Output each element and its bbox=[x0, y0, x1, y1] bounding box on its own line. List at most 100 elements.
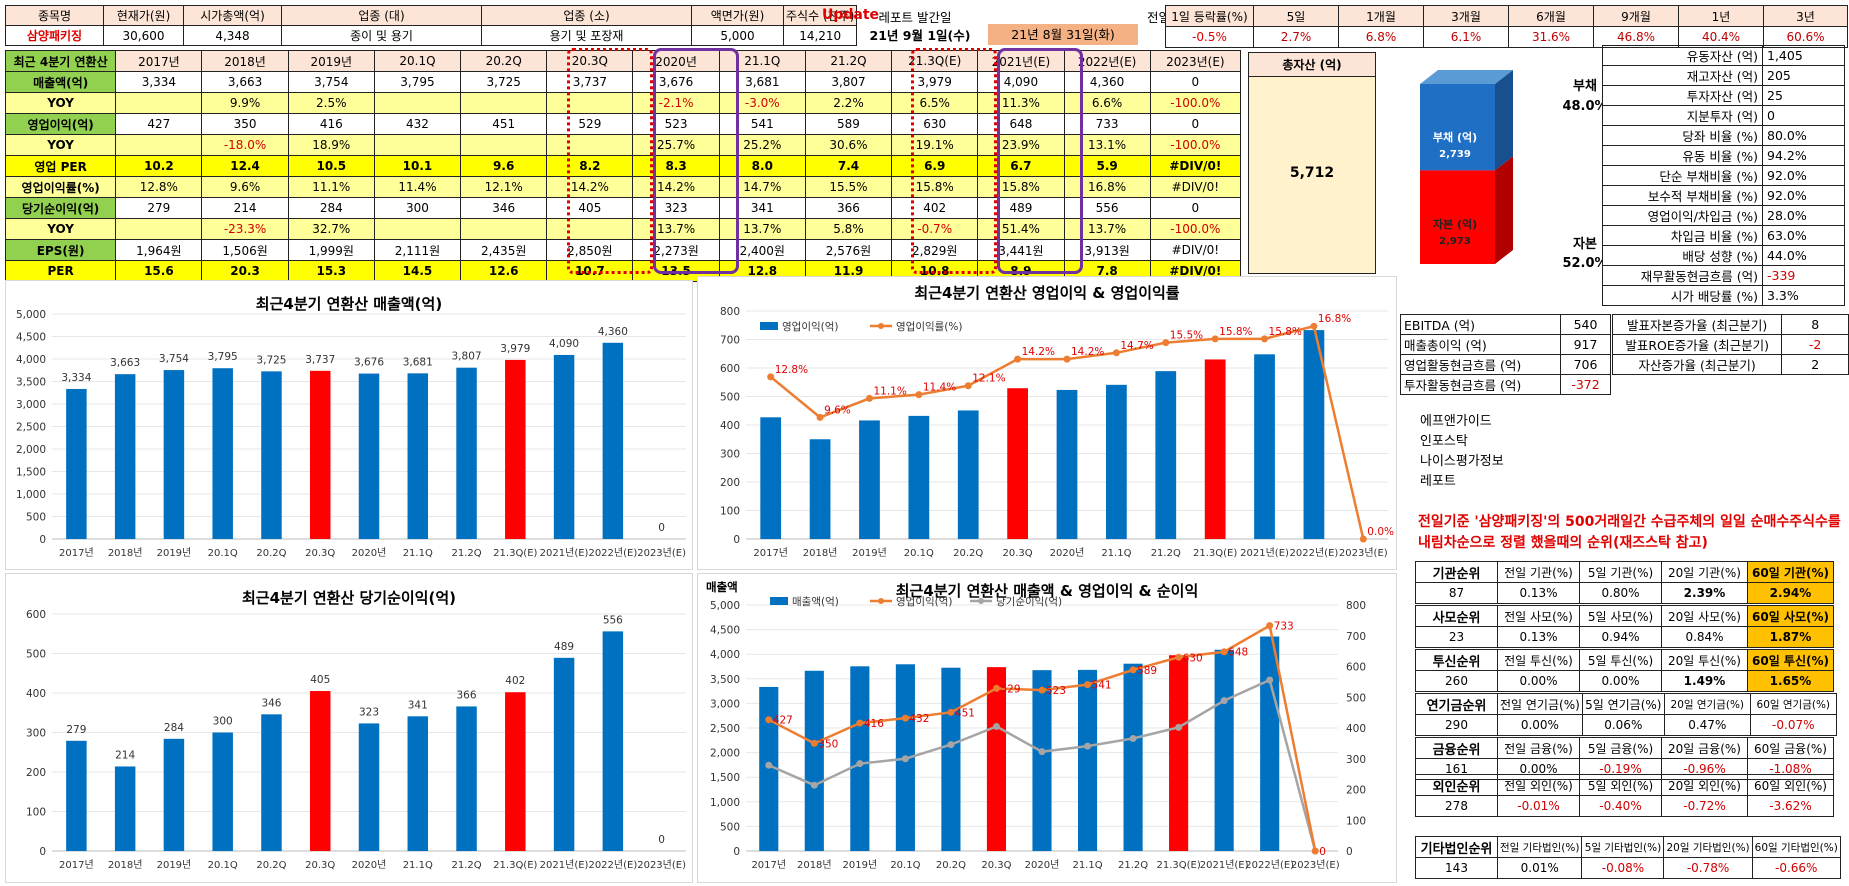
x-tick-label: 2019년 bbox=[843, 859, 878, 871]
return-header-cell: 1년 bbox=[1678, 5, 1764, 27]
revenue-chart: 최근4분기 연환산 매출액(억) 0 500 1,000 1,500 2,000 2,50… bbox=[5, 280, 693, 570]
return-header-cell: 5일 bbox=[1253, 5, 1339, 27]
perf-cell: 15.3 bbox=[287, 260, 375, 282]
bar bbox=[212, 368, 233, 539]
y-tick-label: 2,500 bbox=[16, 422, 46, 434]
data-label: 346 bbox=[261, 697, 281, 709]
op-margin-label: 12.8% bbox=[775, 364, 808, 376]
cashflow-row-label: 매출총이익 (억) bbox=[1400, 334, 1561, 355]
bar bbox=[908, 415, 930, 539]
header-cell: 업종 (소) bbox=[481, 5, 692, 26]
net-income-point bbox=[1129, 734, 1137, 742]
perf-cell bbox=[460, 134, 548, 156]
cashflow-row-label: EBITDA (억) bbox=[1400, 314, 1561, 335]
perf-row-label: 영업이익률(%) bbox=[4, 176, 117, 198]
perf-cell: 416 bbox=[287, 113, 375, 135]
ratio-row-label: 투자자산 (억) bbox=[1602, 85, 1763, 106]
ratio-row: 단순 부채비율 (%) 92.0% bbox=[1602, 165, 1845, 186]
op-income-point bbox=[1084, 681, 1092, 689]
debt-side-label: 부채 bbox=[1573, 79, 1597, 94]
stock-info-table: 종목명 현재가(원) 시가총액(억) 업종 (대) 업종 (소) 액면가(원) 주식수 (천… bbox=[5, 5, 858, 46]
y2-tick-label: 0 bbox=[1346, 846, 1353, 858]
rank-pct: 0.00% bbox=[1497, 670, 1580, 692]
rank-value: 290 bbox=[1415, 714, 1498, 736]
net-income-point bbox=[810, 781, 818, 789]
perf-header-cell: 20.1Q bbox=[373, 50, 462, 72]
perf-row-label: EPS(원) bbox=[4, 239, 117, 261]
perf-cell: 589 bbox=[804, 113, 893, 135]
legend-label: 당기순이익(억) bbox=[996, 596, 1062, 608]
ratio-row: 보수적 부채비율 (%) 92.0% bbox=[1602, 185, 1845, 206]
data-label: 402 bbox=[505, 675, 525, 687]
perf-cell: 9.6 bbox=[460, 155, 548, 177]
op-income-label: 589 bbox=[1137, 665, 1157, 677]
perf-cell: 279 bbox=[115, 197, 203, 219]
perf-cell: 16.8% bbox=[1063, 176, 1151, 198]
ratio-row: 배당 성향 (%) 44.0% bbox=[1602, 245, 1845, 266]
ratio-row-value: 63.0% bbox=[1762, 225, 1845, 246]
x-tick-label: 20.2Q bbox=[936, 860, 966, 871]
perf-header-cell: 2018년 bbox=[201, 50, 289, 72]
ratio-row-label: 차입금 비율 (%) bbox=[1602, 225, 1763, 246]
x-tick-label: 2017년 bbox=[59, 859, 94, 871]
growth-row: 발표ROE증가율 (최근분기) -2 bbox=[1611, 334, 1849, 355]
rank-label: 사모순위 bbox=[1415, 605, 1498, 627]
data-label: 0 bbox=[658, 522, 665, 534]
ratio-row-value: 80.0% bbox=[1762, 125, 1845, 146]
bar bbox=[986, 667, 1007, 851]
net-income-point bbox=[856, 760, 864, 768]
y2-tick-label: 700 bbox=[1346, 631, 1366, 643]
rank-head: 5일 투신(%) bbox=[1579, 649, 1662, 671]
y-tick-label: 0 bbox=[733, 846, 740, 858]
rank-label: 투신순위 bbox=[1415, 649, 1498, 671]
op-income-label: 427 bbox=[773, 715, 793, 727]
op-income-chart: 최근4분기 연환산 영업이익 & 영업이익률 0 100 200 300 400 500 6… bbox=[697, 276, 1397, 570]
ratio-row: 차입금 비율 (%) 63.0% bbox=[1602, 225, 1845, 246]
data-label: 405 bbox=[310, 674, 330, 686]
value-cell: 5,000 bbox=[691, 25, 784, 46]
x-tick-label: 21.3Q(E) bbox=[1156, 860, 1200, 871]
op-income-point bbox=[901, 714, 909, 722]
bar bbox=[1204, 359, 1226, 539]
op-margin-point bbox=[1112, 349, 1120, 357]
debt-block-value: 2,739 bbox=[1439, 149, 1471, 160]
y-tick-label: 300 bbox=[720, 449, 740, 461]
x-tick-label: 21.3Q(E) bbox=[1193, 548, 1237, 559]
y-tick-label: 4,000 bbox=[710, 649, 740, 661]
perf-cell: 2,435원 bbox=[460, 239, 548, 261]
perf-cell: 2,111원 bbox=[373, 239, 462, 261]
op-margin-label: 11.4% bbox=[923, 382, 956, 394]
y-tick-label: 2,500 bbox=[710, 723, 740, 735]
perf-header-cell: 21.2Q bbox=[804, 50, 893, 72]
update-label: Update bbox=[822, 7, 880, 23]
x-tick-label: 20.3Q bbox=[1003, 548, 1033, 559]
y-tick-label: 5,000 bbox=[16, 309, 46, 321]
bar bbox=[163, 738, 185, 851]
rank-value: 87 bbox=[1415, 582, 1498, 604]
rank-pct: -0.72% bbox=[1661, 795, 1748, 817]
y-tick-label: 100 bbox=[26, 807, 46, 819]
ratio-row-label: 유동 비율 (%) bbox=[1602, 145, 1763, 166]
x-tick-label: 2023년(E) bbox=[1339, 547, 1388, 559]
rank-pct: -0.78% bbox=[1663, 857, 1753, 879]
ratio-row-label: 보수적 부채비율 (%) bbox=[1602, 185, 1763, 206]
header-cell: 주식수 (천주) bbox=[782, 5, 858, 26]
ratio-row-label: 영업이익/차입금 (%) bbox=[1602, 205, 1763, 226]
equity-side-face bbox=[1495, 156, 1513, 264]
source-item: 나이스평가정보 bbox=[1420, 454, 1504, 469]
op-margin-point bbox=[816, 413, 824, 421]
perf-cell bbox=[115, 134, 203, 156]
perf-cell: 3,754 bbox=[287, 71, 375, 93]
rank-pct: 2.94% bbox=[1747, 582, 1834, 604]
op-margin-point bbox=[865, 394, 873, 402]
rank-head: 20일 기관(%) bbox=[1661, 561, 1748, 583]
op-margin-label: 15.5% bbox=[1170, 330, 1203, 342]
y-tick-label: 3,500 bbox=[710, 674, 740, 686]
x-tick-label: 2019년 bbox=[157, 859, 192, 871]
data-label: 4,360 bbox=[598, 326, 628, 338]
bar bbox=[505, 692, 526, 851]
op-income-label: 630 bbox=[1183, 652, 1203, 664]
x-tick-label: 2018년 bbox=[797, 859, 832, 871]
chart-title: 최근4분기 연환산 매출액(억) bbox=[255, 295, 443, 313]
legend-swatch bbox=[878, 323, 884, 329]
